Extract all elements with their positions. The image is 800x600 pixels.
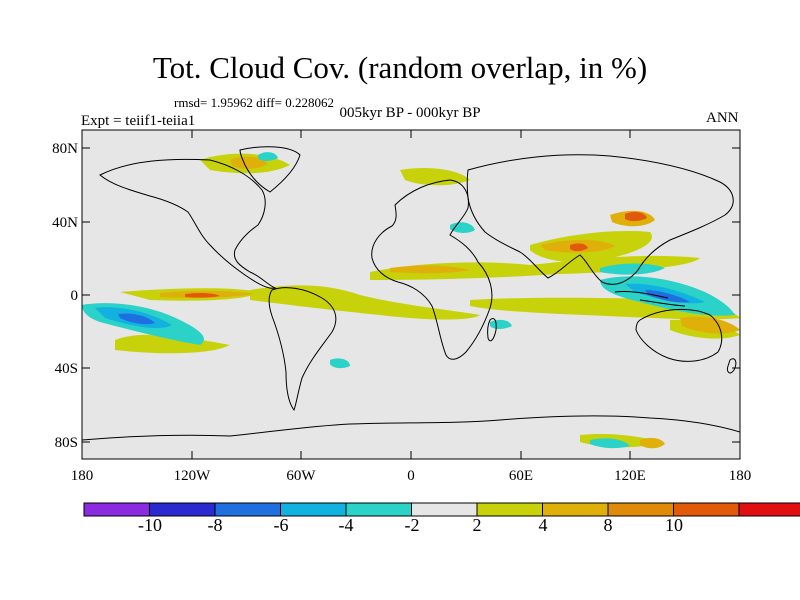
colorbar-label: -8 [208, 515, 223, 535]
colorbar-label: 2 [473, 515, 482, 535]
stats-label: rmsd= 1.95962 diff= 0.228062 [174, 95, 334, 110]
anomaly-positive-region [570, 243, 588, 252]
lat-tick-label: 0 [71, 288, 79, 304]
colorbar-swatch [476, 502, 543, 517]
lon-tick-label: 120W [174, 468, 212, 484]
season-label: ANN [706, 110, 739, 126]
lon-tick-label: 180 [71, 468, 94, 484]
anomaly-positive-region [390, 265, 470, 274]
colorbar-label: -10 [138, 515, 162, 535]
colorbar-swatch [345, 502, 412, 517]
anomaly-positive-region [640, 437, 665, 449]
coastline-australia [635, 308, 723, 362]
colorbar-label: 8 [604, 515, 613, 535]
colorbar-label: -6 [274, 515, 289, 535]
anomaly-positive-region [250, 285, 480, 320]
colorbar-swatch [280, 502, 347, 517]
lat-tick-label: 40N [52, 215, 78, 231]
colorbar [83, 502, 800, 517]
anomaly-negative-region [258, 152, 278, 161]
coastline-indonesia [614, 291, 686, 307]
anomaly-positive-region [115, 334, 230, 354]
lon-tick-label: 60E [509, 468, 533, 484]
lat-axis [82, 147, 740, 443]
coastline-south-america [268, 287, 337, 412]
colorbar-swatch [738, 502, 800, 517]
lat-tick-label: 40S [55, 361, 78, 377]
map-title: Tot. Cloud Cov. (random overlap, in %) [152, 50, 648, 85]
coastline-antarctica [82, 415, 740, 441]
coastline-greenland [239, 146, 301, 193]
colorbar-swatch [411, 502, 478, 517]
anomaly-positive-region [370, 255, 700, 280]
lon-tick-label: 60W [286, 468, 316, 484]
colorbar-swatch [542, 502, 609, 517]
anomaly-negative-region [590, 438, 630, 449]
coastline-asia [466, 154, 734, 285]
lat-tick-label: 80N [52, 141, 78, 157]
coastline-europe-africa [371, 179, 493, 360]
anomaly-positive-region [625, 211, 647, 222]
anomaly-negative-region [330, 358, 350, 369]
anomaly-positive-region [680, 316, 740, 334]
lat-tick-label: 80S [55, 435, 78, 451]
coastline-madagascar [487, 317, 497, 342]
anomaly-negative-region [645, 290, 690, 303]
lon-tick-label: 180 [729, 468, 752, 484]
colorbar-swatch [673, 502, 740, 517]
lon-tick-label: 0 [407, 468, 415, 484]
anomaly-negative-region [118, 313, 155, 325]
experiment-label: Expt = teiif1-teiia1 [81, 113, 196, 129]
lon-axis [81, 130, 741, 459]
anomaly-positive-region [230, 156, 268, 169]
anomaly-negative-region [600, 263, 665, 275]
anomaly-positive-region [185, 292, 220, 298]
colorbar-label: 4 [539, 515, 548, 535]
colorbar-swatch [607, 502, 674, 517]
coastline-north-america [99, 158, 277, 289]
lon-tick-label: 120E [614, 468, 646, 484]
period-label: 005kyr BP - 000kyr BP [339, 105, 481, 121]
colorbar-label: -4 [339, 515, 354, 535]
coastlines [82, 146, 740, 441]
anomaly-positive-region [400, 168, 470, 186]
coastline-new-zealand [727, 358, 737, 374]
colorbar-label: -2 [405, 515, 420, 535]
anomaly-field [82, 152, 740, 449]
colorbar-label: 10 [665, 515, 683, 535]
colorbar-swatch [214, 502, 281, 517]
